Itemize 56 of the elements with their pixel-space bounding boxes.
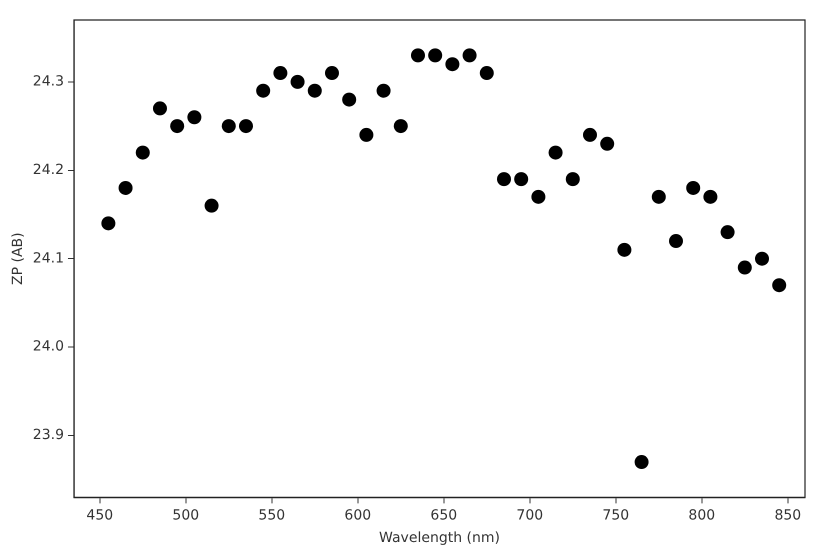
point (480, 66, 494, 80)
point (755, 252, 769, 266)
y-tick-label: 24.0 (32, 338, 64, 355)
point (308, 84, 322, 98)
point (187, 110, 202, 124)
point (720, 225, 735, 240)
point (152, 101, 167, 116)
point (256, 84, 270, 98)
y-tick-label: 24.3 (32, 74, 64, 90)
point (686, 180, 700, 195)
point (668, 234, 683, 248)
point (772, 278, 786, 292)
x-tick-label: 450 (86, 507, 114, 524)
point (238, 119, 253, 134)
point (703, 190, 718, 204)
x-tick-label: 600 (344, 507, 372, 524)
point (566, 172, 580, 186)
point (118, 180, 133, 195)
point (531, 190, 546, 204)
point (101, 216, 116, 230)
point (445, 57, 460, 72)
point (582, 128, 597, 142)
point (738, 260, 752, 275)
point (273, 66, 288, 80)
point (634, 455, 649, 470)
point (514, 172, 528, 186)
point (170, 119, 184, 134)
x-tick-label: 800 (688, 507, 716, 524)
point (222, 119, 236, 134)
y-tick-label: 24.2 (32, 162, 64, 178)
point (548, 146, 563, 160)
point (204, 198, 219, 213)
point (376, 84, 391, 98)
x-tick-label: 850 (774, 507, 802, 524)
point (600, 136, 614, 151)
y-tick-label: 23.9 (32, 427, 64, 444)
point (394, 119, 408, 134)
x-tick-label: 650 (430, 507, 458, 524)
point (410, 48, 425, 62)
point (342, 92, 356, 107)
point (462, 48, 477, 62)
point (136, 146, 150, 160)
x-tick-label: 550 (258, 507, 286, 524)
point (496, 172, 511, 186)
point (359, 128, 374, 142)
x-tick-label: 750 (602, 507, 630, 524)
y-tick-label: 24.1 (32, 250, 64, 266)
x-axis-title: Wavelength (nm) (379, 530, 500, 546)
y-axis-title: ZP (AB) (10, 232, 26, 285)
point (428, 48, 442, 62)
point (617, 242, 632, 257)
x-tick-label: 700 (516, 507, 544, 524)
point (324, 66, 339, 80)
x-tick-label: 500 (172, 507, 200, 524)
point (652, 190, 666, 204)
point (290, 74, 305, 89)
